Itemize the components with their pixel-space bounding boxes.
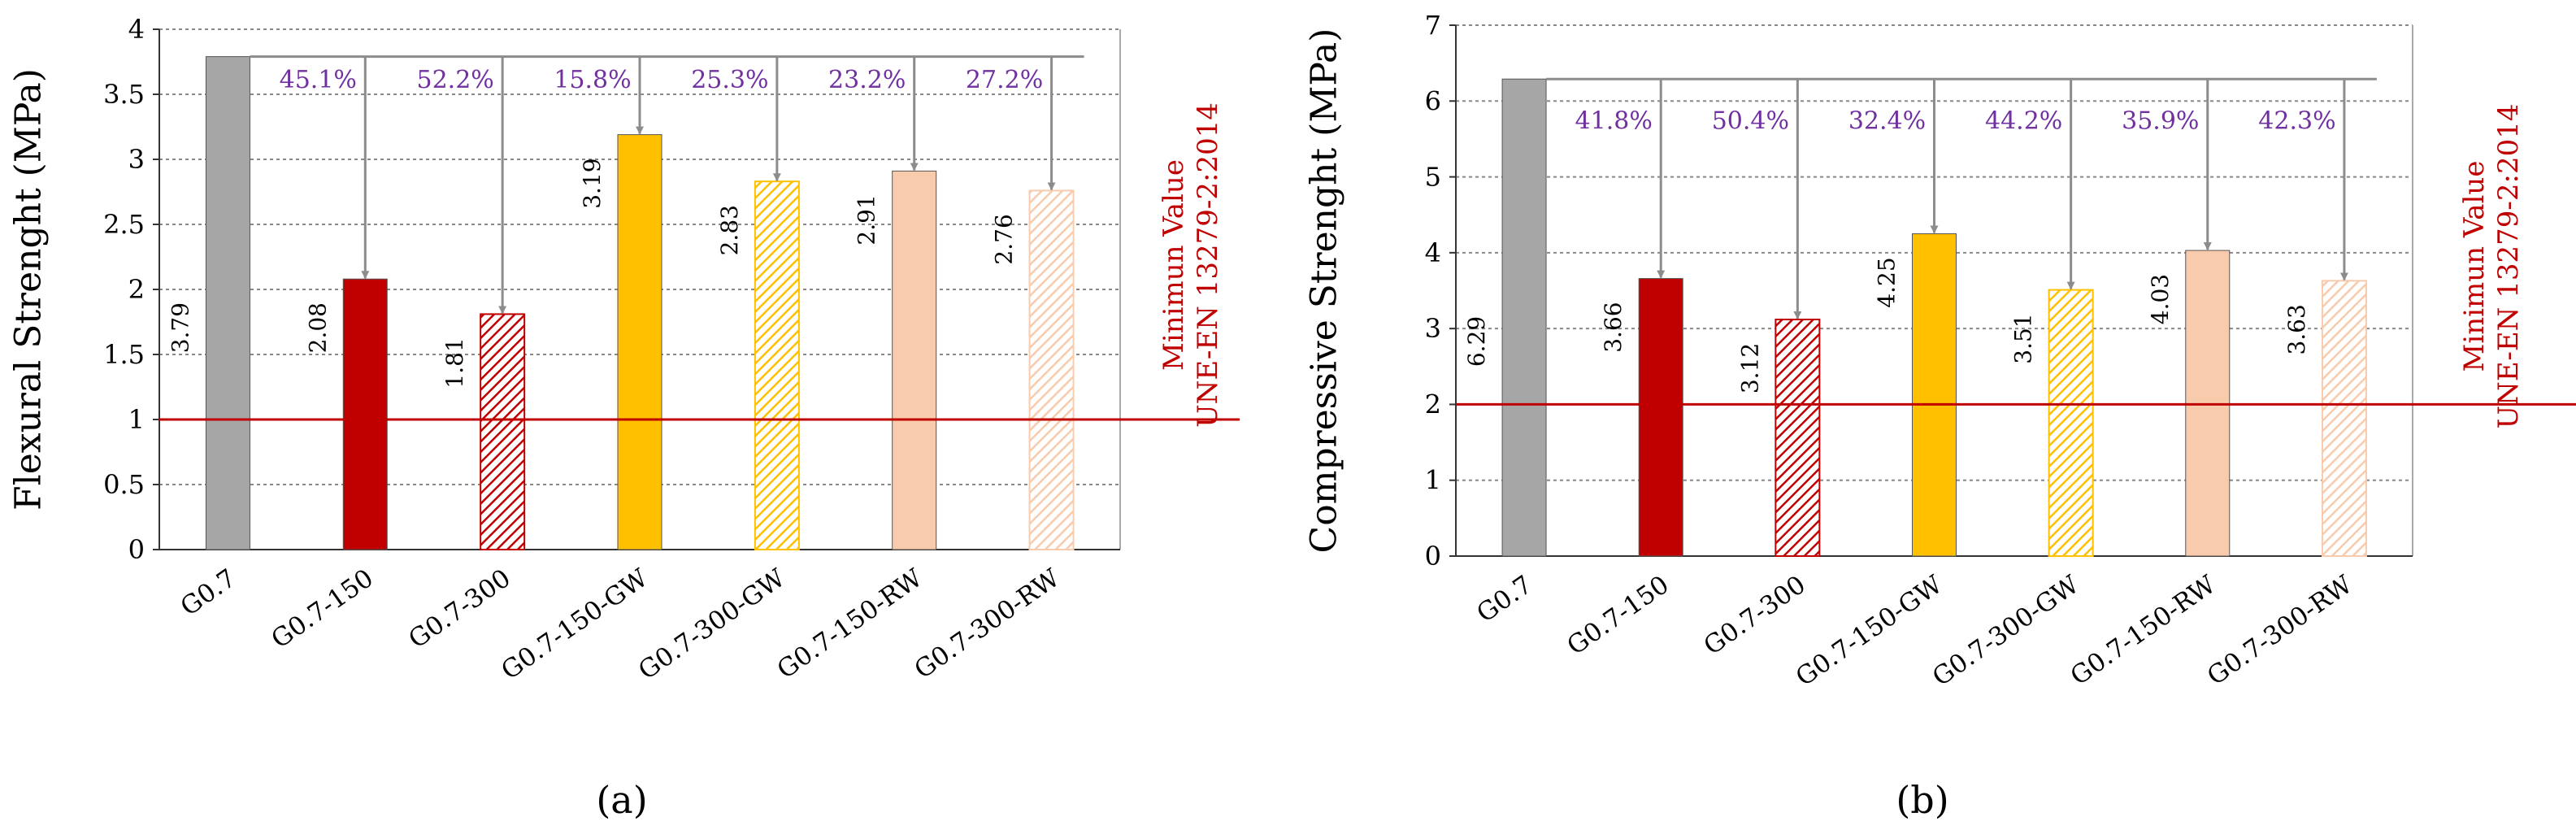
bar-g07-300 [1775,318,1821,557]
bar-g07-150-rw [892,170,937,550]
category-label: G0.7-300-GW [633,563,790,685]
panel-caption: (b) [1896,778,1948,822]
bar-value-label: 2.08 [304,302,331,353]
reduction-label: 45.1% [280,66,357,94]
y-tick-label: 3.5 [103,79,145,110]
category-label: G0.7-300-GW [1927,570,2084,692]
bar-g07-300-rw [2321,280,2367,557]
reduction-label: 35.9% [2122,107,2199,136]
minimum-value-label: Minimun ValueUNE-EN 13279-2:2014 [1158,102,1224,428]
bar-value-label: 2.76 [991,214,1018,264]
minimum-value-label-line: UNE-EN 13279-2:2014 [1192,102,1224,428]
category-label: G0.7 [1471,570,1537,628]
y-tick-label: 0 [1425,541,1441,572]
y-tick-label: 1 [128,404,145,435]
y-tick-label: 7 [1425,10,1441,41]
reduction-label: 23.2% [828,66,906,94]
reduction-label: 44.2% [1985,107,2062,136]
panel-caption: (a) [596,778,647,822]
category-label: G0.7-150 [266,563,378,654]
category-label: G0.7 [176,563,241,622]
category-label: G0.7-300-RW [910,563,1066,685]
bar-value-label: 3.51 [2010,313,2037,363]
flexural-strength-chart: 0 0.5 1 1.5 2 2.5 3 3.5 4 Flexural Strenght (MPa)… [8,14,1240,822]
minimum-value-label-line: Minimun Value [2458,161,2491,372]
category-label: G0.7-150-RW [2066,570,2222,691]
category-label: G0.7-150-GW [1791,570,1948,692]
y-tick-label: 0.5 [103,469,145,500]
bar-g07-150-gw [1912,233,1957,557]
y-tick-label: 6 [1425,85,1441,116]
bar-value-label: 3.12 [1736,343,1763,393]
reduction-label: 32.4% [1848,107,1926,136]
y-axis-title: Flexural Strenght (MPa) [8,68,50,511]
y-tick-label: 2 [1425,389,1441,420]
y-tick-label: 1 [1425,465,1441,496]
y-tick-label: 4 [1425,237,1441,268]
reduction-label: 41.8% [1575,107,1653,136]
minimum-value-label: Minimun ValueUNE-EN 13279-2:2014 [2458,104,2525,429]
bar-value-label: 3.19 [579,158,606,208]
category-label: G0.7-150-RW [772,563,928,685]
bar-g07-300-gw [754,180,800,550]
bar-value-label: 3.66 [1600,302,1627,352]
bar-g07-300-gw [2048,289,2094,557]
y-tick-label: 4 [128,14,145,45]
reduction-label: 42.3% [2258,107,2335,136]
reduction-label: 15.8% [554,66,631,94]
y-tick-label: 0 [128,534,145,565]
bar-g07-300 [480,313,526,550]
category-label: G0.7-150-GW [496,563,653,685]
reduction-label: 25.3% [691,66,768,94]
bar-g07-150 [342,278,388,550]
bar-g07-300-rw [1028,189,1075,550]
y-tick-label: 3 [128,144,145,175]
category-label: G0.7-300 [1699,570,1811,661]
y-tick-label: 1.5 [103,339,145,370]
bar-g07 [1501,78,1547,557]
bar-value-label: 4.03 [2147,274,2174,324]
compressive-strength-chart: 0 1 2 3 4 5 6 7 Compressive Strenght (MPa) 6.29 3.… [1304,10,2576,822]
reduction-label: 52.2% [416,66,493,94]
bar-value-label: 3.79 [167,302,193,353]
category-label: G0.7-300-RW [2202,570,2358,691]
bar-g07 [205,56,250,550]
bar-g07-150-gw [617,134,662,550]
bar-value-label: 6.29 [1463,316,1490,367]
bar-g07-150 [1638,278,1683,557]
category-label: G0.7-300 [403,563,515,654]
bar-value-label: 2.91 [854,194,880,245]
y-tick-label: 2 [128,274,145,305]
y-axis-title: Compressive Strenght (MPa) [1304,28,1345,554]
reduction-label: 50.4% [1712,107,1789,136]
reduction-label: 27.2% [966,66,1043,94]
bar-value-label: 1.81 [441,337,468,388]
category-label: G0.7-150 [1562,570,1674,661]
bar-value-label: 3.63 [2283,304,2310,354]
bar-value-label: 4.25 [1874,257,1901,307]
y-tick-label: 5 [1425,162,1441,193]
minimum-value-label-line: Minimun Value [1158,159,1190,371]
y-tick-label: 3 [1425,313,1441,344]
y-tick-label: 2.5 [103,209,145,240]
minimum-value-label-line: UNE-EN 13279-2:2014 [2492,104,2525,429]
bar-value-label: 2.83 [716,205,743,255]
